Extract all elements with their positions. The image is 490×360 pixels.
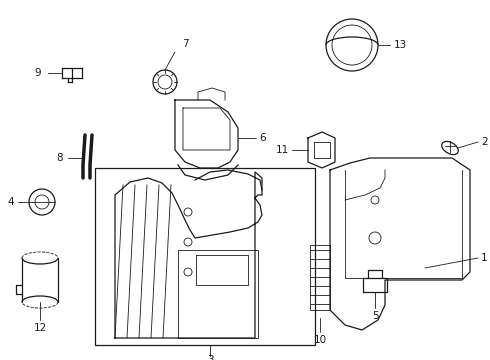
Text: 1: 1 [481,253,488,263]
Text: 6: 6 [260,133,266,143]
Text: 2: 2 [482,137,489,147]
Text: 8: 8 [57,153,63,163]
Text: 4: 4 [8,197,14,207]
Text: 12: 12 [33,323,47,333]
Text: 3: 3 [207,355,213,360]
Bar [310,245,330,310]
Text: 9: 9 [35,68,41,78]
Text: 10: 10 [314,335,326,345]
Bar [95,168,315,345]
Text: 7: 7 [182,39,188,49]
Text: 13: 13 [393,40,407,50]
Text: 5: 5 [372,311,378,321]
Text: 11: 11 [275,145,289,155]
